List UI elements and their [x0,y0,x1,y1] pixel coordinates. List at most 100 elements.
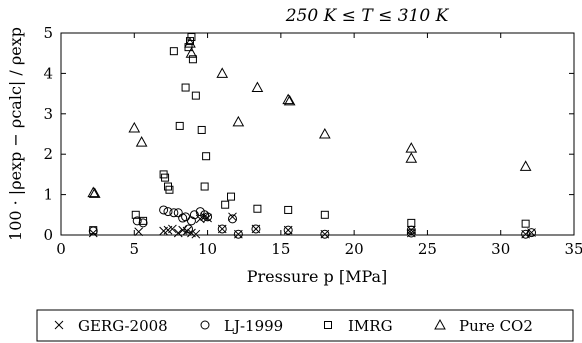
legend-item: GERG-2008 [54,317,168,335]
point-circle [184,224,194,234]
legend-item: LJ-1999 [200,317,283,335]
point-x [134,227,144,237]
y-axis-title: 100 · |ρexp − ρcalc| / ρexp [6,27,25,241]
point-x [195,214,205,224]
legend-marker-circle [200,320,210,330]
point-square [139,216,148,225]
x-tick-label: 15 [271,240,290,258]
y-tick-label: 2 [43,145,53,163]
series-square [89,33,530,235]
point-square [284,205,293,214]
point-circle [163,207,173,217]
legend-marker-triangle [434,318,446,330]
y-tick-label: 4 [43,64,53,82]
point-square [407,218,416,227]
series-triangle [87,37,532,198]
legend-marker-square [324,321,332,329]
point-triangle [318,127,331,139]
point-x [200,212,209,222]
point-square [521,219,530,228]
point-circle [283,225,293,235]
chart-title: 250 K ≤ T ≤ 310 K [285,6,450,26]
series-circle [88,205,536,239]
point-triangle [251,81,264,93]
x-tick-label: 35 [564,240,582,258]
point-circle [227,214,237,224]
point-x [168,224,177,234]
legend-item: Pure CO2 [434,317,533,335]
point-circle [251,224,261,234]
point-square [181,83,190,92]
point-square [165,185,174,194]
point-square [320,210,329,219]
point-triangle [135,136,148,147]
point-square [89,226,98,235]
point-square [202,152,211,161]
point-x [191,229,201,239]
x-tick-label: 20 [345,240,364,258]
point-triangle [519,160,532,171]
point-circle [217,224,227,234]
point-square [227,192,236,201]
point-circle [233,229,243,239]
point-square [191,91,200,100]
y-axis: 0 1 2 3 4 5 [43,24,574,244]
point-triangle [232,115,245,127]
point-triangle [184,37,196,48]
plot-frame [60,32,575,236]
point-x [228,212,237,222]
point-square [169,47,178,56]
data-points [87,33,536,239]
point-circle [320,229,330,239]
y-tick-label: 1 [43,186,53,204]
x-tick-label: 30 [491,240,510,258]
point-circle [526,228,536,238]
point-triangle [405,152,418,163]
point-circle [169,208,179,218]
legend-label: IMRG [348,317,393,335]
point-circle [521,229,531,239]
point-square [253,204,262,213]
point-x [88,228,98,238]
point-triangle [128,121,141,133]
point-circle [203,212,213,222]
point-square [131,210,140,219]
x-axis-title: Pressure p [MPa] [247,267,388,286]
legend-marker-x [54,320,64,330]
point-circle [159,205,169,215]
point-circle [132,216,142,226]
legend-label: GERG-2008 [78,317,168,335]
point-square [200,182,209,191]
legend-item: IMRG [324,317,393,335]
point-square [161,173,170,182]
point-square [188,55,197,64]
point-triangle [283,94,296,106]
point-circle [200,210,210,220]
legend-frame [36,309,574,342]
point-triangle [88,187,101,198]
point-triangle [405,142,418,153]
point-triangle [185,47,198,58]
point-square [221,200,230,209]
x-tick-label: 5 [130,240,140,258]
x-tick-label: 10 [198,240,217,258]
legend: GERG-2008 LJ-1999 IMRG Pure CO2 [36,309,574,342]
point-square [197,125,206,134]
point-circle [186,216,196,226]
x-tick-label: 25 [418,240,437,258]
point-triangle [216,67,229,78]
legend-label: LJ-1999 [224,317,283,335]
point-circle [406,228,416,238]
point-circle [181,212,191,222]
point-square [175,121,184,130]
y-tick-label: 5 [43,24,53,42]
y-tick-label: 0 [43,226,53,244]
point-x [173,228,183,238]
point-circle [173,208,183,218]
point-triangle [87,186,100,198]
series-x [88,212,536,239]
point-triangle [282,93,295,105]
legend-label: Pure CO2 [459,317,533,335]
x-axis: 0 5 10 15 20 25 30 35 [56,33,582,258]
